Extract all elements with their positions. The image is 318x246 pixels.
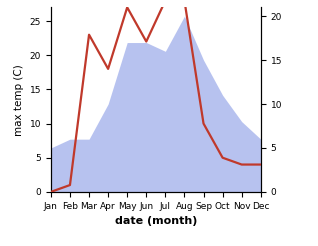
X-axis label: date (month): date (month): [114, 216, 197, 226]
Y-axis label: max temp (C): max temp (C): [14, 64, 24, 136]
